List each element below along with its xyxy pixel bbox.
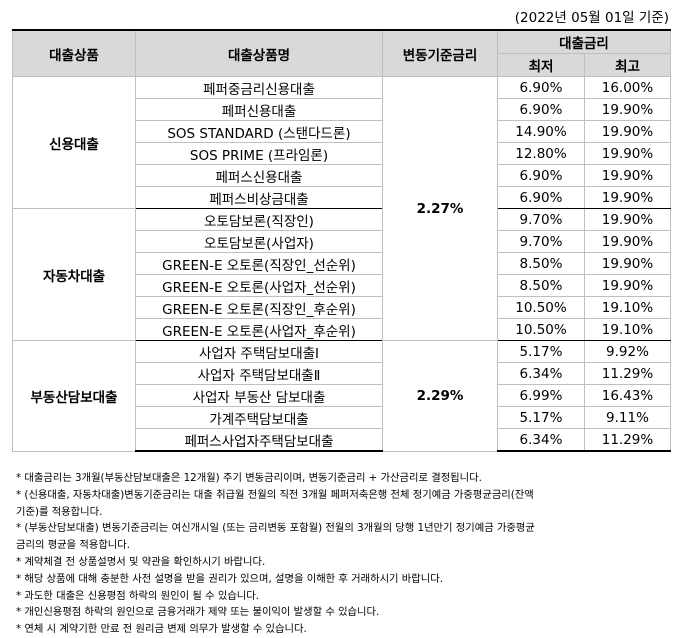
rate-max: 19.90% — [584, 274, 671, 297]
product-name: GREEN-E 오토론(사업자_선순위) — [135, 274, 383, 297]
rate-min: 6.90% — [497, 164, 585, 187]
rate-min: 6.34% — [497, 428, 585, 452]
rate-min: 9.70% — [497, 230, 585, 253]
rate-min: 8.50% — [497, 274, 585, 297]
header-min: 최저 — [497, 53, 585, 77]
footnote: * (부동산담보대출) 변동기준금리는 여신개시일 (또는 금리변동 포함월) … — [16, 522, 535, 535]
rate-max: 19.90% — [584, 252, 671, 275]
table-row: 신용대출 페퍼중금리신용대출 2.27% 6.90% 16.00% — [12, 76, 671, 341]
rate-max: 19.10% — [584, 296, 671, 319]
table-row: 부동산담보대출 사업자 주택담보대출Ⅰ 2.29% 5.17% 9.92% — [12, 340, 671, 452]
product-name: GREEN-E 오토론(직장인_선순위) — [135, 252, 383, 275]
rate-max: 19.10% — [584, 318, 671, 341]
rate-max: 19.90% — [584, 98, 671, 121]
product-name: 페퍼스사업자주택담보대출 — [135, 428, 383, 452]
product-name: SOS PRIME (프라임론) — [135, 142, 383, 165]
rate-min: 14.90% — [497, 120, 585, 143]
category-auto: 자동차대출 — [12, 208, 136, 341]
header-rate: 대출금리 — [497, 29, 671, 54]
product-name: 페퍼스비상금대출 — [135, 186, 383, 209]
rate-min: 6.99% — [497, 384, 585, 407]
rate-min: 6.34% — [497, 362, 585, 385]
rate-max: 16.43% — [584, 384, 671, 407]
footnotes: * 대출금리는 3개월(부동산담보대출은 12개월) 주기 변동금리이며, 변동… — [16, 470, 676, 638]
footnote: * 개인신용평점 하락의 원인으로 금융거래가 제약 또는 불이익이 발생할 수… — [16, 606, 380, 619]
footnote: * (신용대출, 자동차대출)변동기준금리는 대출 취급월 전월의 직전 3개월… — [16, 488, 534, 501]
rate-min: 9.70% — [497, 208, 585, 231]
product-name: 가계주택담보대출 — [135, 406, 383, 429]
product-name: 사업자 주택담보대출Ⅱ — [135, 362, 383, 385]
footnote: * 대출금리는 3개월(부동산담보대출은 12개월) 주기 변동금리이며, 변동… — [16, 472, 482, 484]
rate-max: 11.29% — [584, 362, 671, 385]
rate-max: 19.90% — [584, 208, 671, 231]
rate-min: 10.50% — [497, 296, 585, 319]
footnote: 기준)를 적용합니다. — [16, 505, 103, 518]
product-name: 페퍼신용대출 — [135, 98, 383, 121]
product-name: 사업자 부동산 담보대출 — [135, 384, 383, 407]
footnote: * 연체 시 계약기한 만료 전 원리금 변제 의무가 발생할 수 있습니다. — [16, 623, 307, 636]
table-row: 페퍼스신용대출 6.90% 19.90% — [13, 164, 671, 187]
rate-max: 9.11% — [584, 406, 671, 429]
rate-max: 9.92% — [584, 340, 671, 363]
table-row: 사업자 부동산 담보대출 6.99% 16.43% — [13, 384, 671, 407]
header-base-rate: 변동기준금리 — [382, 29, 498, 77]
date-note: (2022년 05월 01일 기준) — [514, 10, 669, 26]
rate-min: 12.80% — [497, 142, 585, 165]
table-row: 페퍼스비상금대출 6.90% 19.90% — [13, 186, 671, 209]
table-row: 페퍼스사업자주택담보대출 6.34% 11.29% — [13, 428, 671, 452]
header-max: 최고 — [584, 53, 671, 77]
rate-min: 6.90% — [497, 76, 585, 99]
table-row: 가계주택담보대출 5.17% 9.11% — [13, 406, 671, 429]
footnote: * 과도한 대출은 신용평점 하락의 원인이 될 수 있습니다. — [16, 589, 260, 602]
rate-min: 8.50% — [497, 252, 585, 275]
table-row: GREEN-E 오토론(직장인_선순위) 8.50% 19.90% — [13, 252, 671, 275]
header-category: 대출상품 — [12, 29, 136, 77]
product-name: 페퍼스신용대출 — [135, 164, 383, 187]
table-row: 오토담보론(사업자) 9.70% 19.90% — [13, 230, 671, 253]
product-name: GREEN-E 오토론(직장인_후순위) — [135, 296, 383, 319]
product-name: GREEN-E 오토론(사업자_후순위) — [135, 318, 383, 341]
product-name: 오토담보론(사업자) — [135, 230, 383, 253]
table-row: GREEN-E 오토론(사업자_선순위) 8.50% 19.90% — [13, 274, 671, 297]
header-product: 대출상품명 — [135, 29, 383, 77]
table-row: SOS STANDARD (스탠다드론) 14.90% 19.90% — [13, 120, 671, 143]
rate-min: 5.17% — [497, 340, 585, 363]
rate-max: 19.90% — [584, 142, 671, 165]
product-name: 사업자 주택담보대출Ⅰ — [135, 340, 383, 363]
rate-max: 19.90% — [584, 186, 671, 209]
footnote: * 계약체결 전 상품설명서 및 약관을 확인하시기 바랍니다. — [16, 555, 266, 568]
rate-max: 16.00% — [584, 76, 671, 99]
rate-min: 10.50% — [497, 318, 585, 341]
base-rate-credit-auto: 2.27% — [382, 76, 498, 341]
category-credit: 신용대출 — [12, 76, 136, 209]
base-rate-real-estate: 2.29% — [382, 340, 498, 452]
loan-rate-table: 대출상품 대출상품명 변동기준금리 대출금리 최저 최고 신용대출 페퍼중금리신… — [12, 29, 671, 452]
rate-max: 11.29% — [584, 428, 671, 452]
footnote: * 해당 상품에 대해 충분한 사전 설명을 받을 권리가 있으며, 설명을 이… — [16, 572, 443, 585]
table-row: GREEN-E 오토론(직장인_후순위) 10.50% 19.10% — [13, 296, 671, 319]
rate-min: 6.90% — [497, 186, 585, 209]
product-name: 오토담보론(직장인) — [135, 208, 383, 231]
product-name: 페퍼중금리신용대출 — [135, 76, 383, 99]
rate-max: 19.90% — [584, 120, 671, 143]
footnote: 금리의 평균을 적용합니다. — [16, 539, 131, 552]
rate-min: 5.17% — [497, 406, 585, 429]
category-real-estate: 부동산담보대출 — [12, 340, 136, 452]
rate-min: 6.90% — [497, 98, 585, 121]
rate-max: 19.90% — [584, 230, 671, 253]
table-row: 자동차대출 오토담보론(직장인) 9.70% 19.90% — [12, 208, 671, 341]
rate-max: 19.90% — [584, 164, 671, 187]
product-name: SOS STANDARD (스탠다드론) — [135, 120, 383, 143]
